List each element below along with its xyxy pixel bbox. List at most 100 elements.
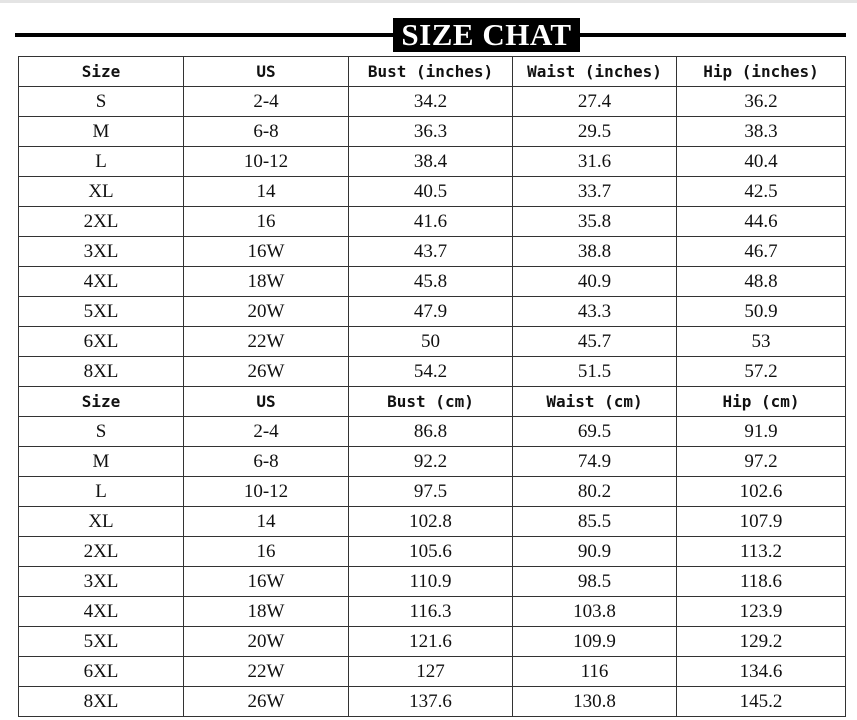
header-cell: Waist (cm)	[512, 386, 677, 417]
cell: 6XL	[18, 656, 184, 687]
data-row: 5XL 20W 121.6 109.9 129.2	[18, 626, 846, 657]
cell: 6-8	[183, 116, 349, 147]
cell: L	[18, 146, 184, 177]
cell: 14	[183, 176, 349, 207]
cell: 3XL	[18, 566, 184, 597]
cell: 16	[183, 536, 349, 567]
header-cell: Waist (inches)	[512, 56, 677, 87]
cell: 69.5	[512, 416, 677, 447]
cell: 97.5	[348, 476, 513, 507]
cell: 48.8	[676, 266, 846, 297]
cell: 145.2	[676, 686, 846, 717]
header-cell: US	[183, 386, 349, 417]
cell: 4XL	[18, 266, 184, 297]
data-row: 4XL 18W 45.8 40.9 48.8	[18, 266, 846, 297]
cell: 137.6	[348, 686, 513, 717]
cell: 110.9	[348, 566, 513, 597]
cell: 22W	[183, 326, 349, 357]
cell: 33.7	[512, 176, 677, 207]
cell: 45.8	[348, 266, 513, 297]
data-row: M 6-8 92.2 74.9 97.2	[18, 446, 846, 477]
cell: 41.6	[348, 206, 513, 237]
rule-right	[578, 33, 846, 37]
cell: 92.2	[348, 446, 513, 477]
cell: 51.5	[512, 356, 677, 387]
cell: 18W	[183, 596, 349, 627]
cell: 105.6	[348, 536, 513, 567]
header-cell: Bust (inches)	[348, 56, 513, 87]
data-row: S 2-4 86.8 69.5 91.9	[18, 416, 846, 447]
table-body: Size US Bust (inches) Waist (inches) Hip (in…	[18, 56, 846, 717]
cell: 40.4	[676, 146, 846, 177]
cell: 134.6	[676, 656, 846, 687]
cell: 2-4	[183, 86, 349, 117]
cell: 50	[348, 326, 513, 357]
data-row: 8XL 26W 137.6 130.8 145.2	[18, 686, 846, 717]
cell: XL	[18, 176, 184, 207]
cell: 38.3	[676, 116, 846, 147]
cell: S	[18, 416, 184, 447]
header-cell: Hip (inches)	[676, 56, 846, 87]
cell: 27.4	[512, 86, 677, 117]
cell: 20W	[183, 296, 349, 327]
cell: XL	[18, 506, 184, 537]
cell: 38.8	[512, 236, 677, 267]
cell: 2-4	[183, 416, 349, 447]
cell: 47.9	[348, 296, 513, 327]
data-row: S 2-4 34.2 27.4 36.2	[18, 86, 846, 117]
data-row: 8XL 26W 54.2 51.5 57.2	[18, 356, 846, 387]
cell: 40.5	[348, 176, 513, 207]
cell: 16	[183, 206, 349, 237]
data-row: 2XL 16 105.6 90.9 113.2	[18, 536, 846, 567]
top-bar	[0, 0, 857, 3]
data-row: L 10-12 97.5 80.2 102.6	[18, 476, 846, 507]
header-cell: Hip (cm)	[676, 386, 846, 417]
cell: 85.5	[512, 506, 677, 537]
cell: 54.2	[348, 356, 513, 387]
cell: 22W	[183, 656, 349, 687]
cell: 90.9	[512, 536, 677, 567]
header-cell: US	[183, 56, 349, 87]
cell: 34.2	[348, 86, 513, 117]
cell: 45.7	[512, 326, 677, 357]
cell: 26W	[183, 356, 349, 387]
cell: 43.7	[348, 236, 513, 267]
header-row: Size US Bust (cm) Waist (cm) Hip (cm)	[18, 386, 846, 417]
cell: 5XL	[18, 296, 184, 327]
cell: 10-12	[183, 476, 349, 507]
cell: 109.9	[512, 626, 677, 657]
data-row: 5XL 20W 47.9 43.3 50.9	[18, 296, 846, 327]
header-cell: Bust (cm)	[348, 386, 513, 417]
header-row: Size US Bust (inches) Waist (inches) Hip (in…	[18, 56, 846, 87]
cell: 102.6	[676, 476, 846, 507]
cell: 4XL	[18, 596, 184, 627]
data-row: 6XL 22W 127 116 134.6	[18, 656, 846, 687]
data-row: 6XL 22W 50 45.7 53	[18, 326, 846, 357]
cell: 46.7	[676, 236, 846, 267]
cell: 36.2	[676, 86, 846, 117]
data-row: M 6-8 36.3 29.5 38.3	[18, 116, 846, 147]
cell: 91.9	[676, 416, 846, 447]
cell: M	[18, 116, 184, 147]
data-row: 3XL 16W 110.9 98.5 118.6	[18, 566, 846, 597]
data-row: XL 14 40.5 33.7 42.5	[18, 176, 846, 207]
cell: 97.2	[676, 446, 846, 477]
cell: 20W	[183, 626, 349, 657]
cell: 18W	[183, 266, 349, 297]
cell: 116.3	[348, 596, 513, 627]
cell: 123.9	[676, 596, 846, 627]
data-row: L 10-12 38.4 31.6 40.4	[18, 146, 846, 177]
cell: 8XL	[18, 686, 184, 717]
cell: 50.9	[676, 296, 846, 327]
cell: 31.6	[512, 146, 677, 177]
cell: 29.5	[512, 116, 677, 147]
cell: 10-12	[183, 146, 349, 177]
cell: M	[18, 446, 184, 477]
cell: 74.9	[512, 446, 677, 477]
cell: 38.4	[348, 146, 513, 177]
data-row: 2XL 16 41.6 35.8 44.6	[18, 206, 846, 237]
cell: 16W	[183, 236, 349, 267]
cell: 3XL	[18, 236, 184, 267]
cell: 127	[348, 656, 513, 687]
